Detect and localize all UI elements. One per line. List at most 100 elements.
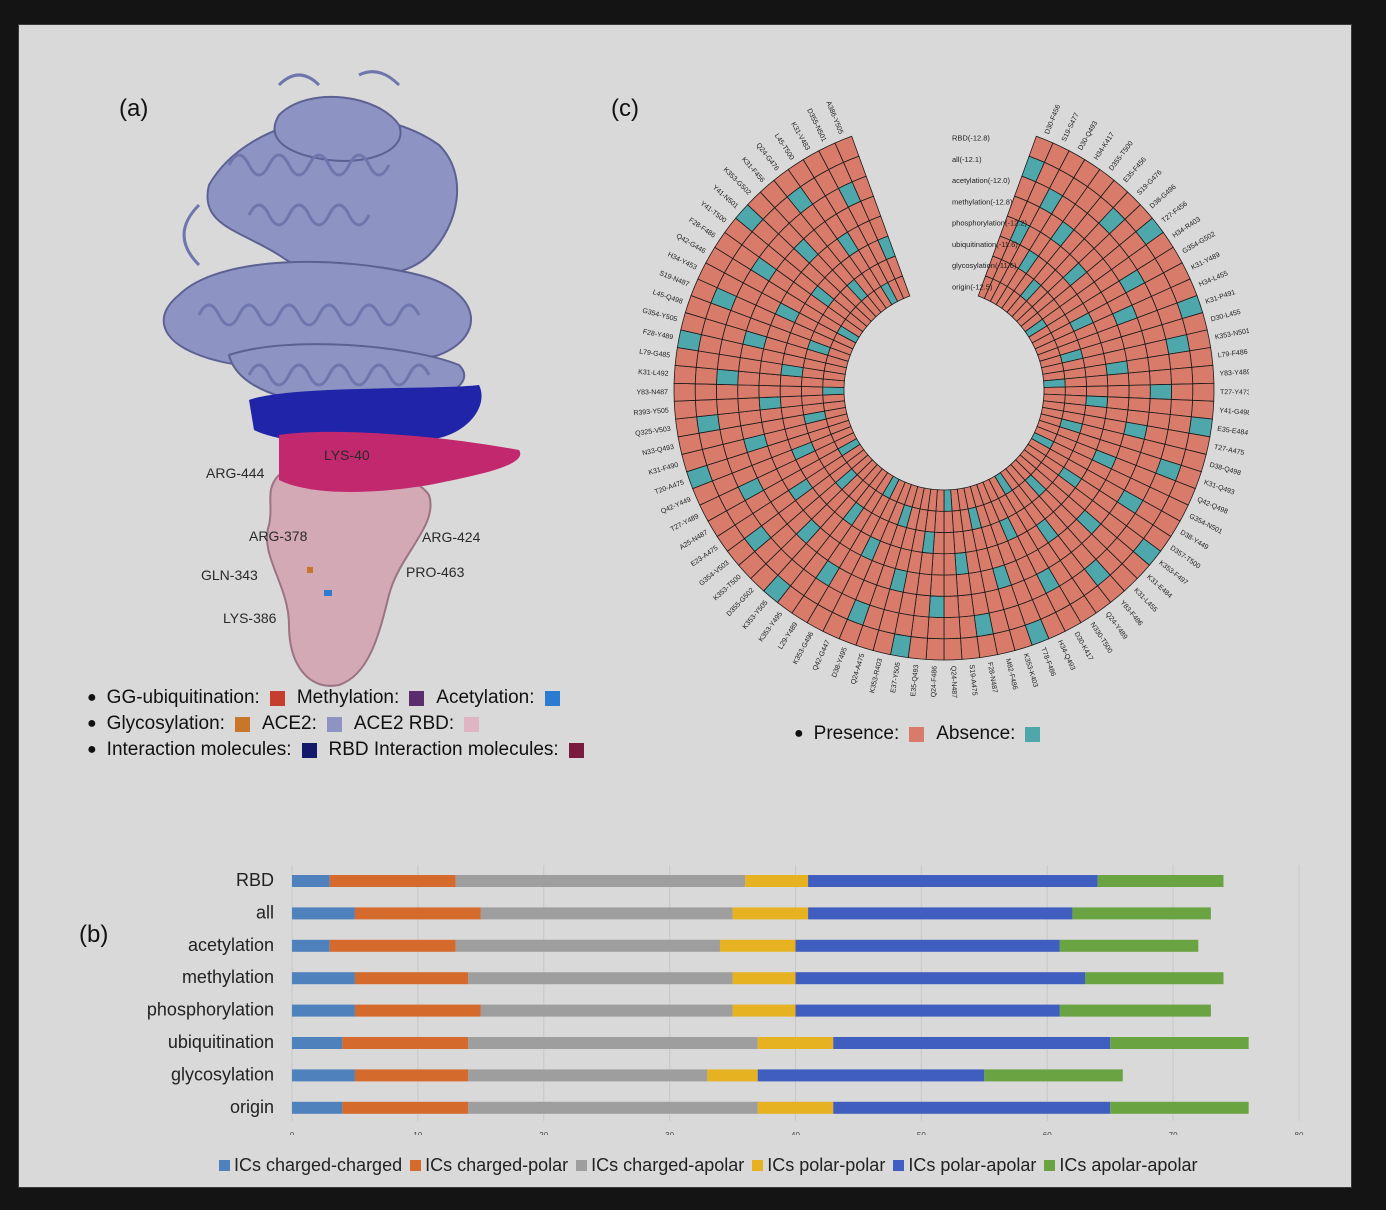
heatmap-cell	[1148, 398, 1172, 415]
bar-segment	[342, 1101, 469, 1114]
legend-a-label: Glycosylation:	[106, 713, 225, 734]
bar-segment	[354, 1004, 481, 1017]
legend-a-label: RBD Interaction molecules:	[328, 739, 559, 760]
ring-label: glycosylation(-11.6)	[952, 261, 1017, 270]
heatmap-cell	[931, 552, 945, 576]
bar-segment	[745, 875, 809, 887]
pair-label: E35-Q493	[910, 664, 920, 697]
heatmap-cell	[925, 637, 945, 661]
heatmap-cell	[1128, 384, 1151, 399]
acetylation-site	[324, 590, 332, 596]
pair-label: E35-F456	[1123, 156, 1149, 184]
heatmap-cell	[1192, 382, 1215, 402]
label-lys-40: LYS-40	[324, 447, 370, 463]
category-label: phosphorylation	[147, 1000, 274, 1020]
legend-a-swatch	[409, 690, 425, 706]
legend-absence-label: Absence:	[936, 723, 1016, 744]
figure-frame: (a) LYS-40 ARG-	[18, 24, 1352, 1188]
label-gln-343: GLN-343	[201, 567, 258, 583]
heatmap-cell	[716, 383, 739, 400]
pair-label: D30-L455	[1210, 309, 1242, 324]
bar-segment	[795, 939, 1060, 952]
pair-label: M82-F486	[1004, 658, 1018, 691]
bar-segment	[468, 1101, 758, 1114]
bar-segment	[354, 972, 469, 985]
x-tick-label: 10	[413, 1131, 422, 1135]
legend-a-label: Interaction molecules:	[106, 739, 292, 760]
heatmap-cell	[943, 637, 963, 661]
heatmap-cell	[1085, 374, 1109, 387]
pair-label: Y83-F486	[1118, 599, 1143, 627]
bar-legend-label: ICs polar-polar	[767, 1155, 886, 1175]
pair-label: T27-A475	[1213, 444, 1245, 457]
heatmap-cell	[716, 368, 740, 386]
pair-label: Q325-V503	[635, 426, 672, 438]
heatmap-cell	[1064, 386, 1087, 397]
bar-segment	[468, 1069, 708, 1082]
bar-segment	[292, 972, 355, 985]
pair-label: R393-Y505	[633, 407, 669, 417]
heatmap-cell	[1043, 378, 1066, 388]
bar-legend-swatch	[410, 1160, 422, 1171]
label-lys-386: LYS-386	[223, 610, 277, 626]
pair-label: K31-Q493	[1203, 479, 1236, 496]
heatmap-cell	[1170, 383, 1194, 401]
heatmap-cell	[1189, 347, 1214, 368]
pair-label: T78-F486	[1039, 647, 1056, 678]
bar-segment	[468, 972, 733, 985]
x-tick-label: 20	[539, 1131, 548, 1135]
bar-segment	[480, 907, 733, 920]
pair-label: F28-N487	[986, 662, 998, 694]
pair-label: E35-E484	[1217, 426, 1249, 437]
heatmap-cell	[716, 398, 740, 415]
bar-segment	[757, 1101, 834, 1114]
label-arg-378: ARG-378	[249, 528, 308, 544]
pair-label: N330-T500	[1089, 621, 1114, 654]
pair-label: Q24-F486	[931, 666, 939, 698]
pair-label: Q42-G446	[675, 233, 707, 255]
heatmap-cell	[943, 616, 961, 640]
pair-label: K353-G502	[722, 166, 752, 196]
bar-segment	[354, 907, 481, 920]
heatmap-cell	[737, 384, 760, 399]
heatmap-cell	[894, 275, 911, 300]
bar-segment	[757, 1037, 834, 1049]
heatmap-cell	[1085, 385, 1109, 398]
pair-label: L45-Q498	[652, 289, 684, 306]
pair-label: K353-R403	[869, 658, 884, 694]
pair-label: K353-K403	[1022, 653, 1039, 689]
pair-label: D357-T500	[1169, 545, 1202, 571]
pair-label: K353-N501	[1214, 328, 1249, 342]
x-tick-label: 60	[1043, 1131, 1052, 1135]
pair-label: D355-N501	[805, 108, 827, 143]
category-label: acetylation	[188, 935, 274, 955]
legend-a-swatch	[326, 716, 342, 732]
pair-label: Q42-G447	[812, 639, 832, 672]
bar-segment	[292, 1004, 355, 1017]
heatmap-cell	[801, 386, 824, 397]
heatmap-cell	[932, 531, 945, 555]
bar-segment	[757, 1069, 985, 1082]
heatmap-cell	[943, 574, 959, 597]
bar-segment	[292, 939, 330, 952]
legend-presence-label: Presence:	[813, 723, 900, 744]
category-label: glycosylation	[171, 1064, 274, 1084]
bar-segment	[1059, 1004, 1211, 1017]
heatmap-cell	[1106, 372, 1130, 387]
bar-segment	[292, 1069, 355, 1082]
heatmap-cell	[954, 551, 969, 576]
panel-label-b: (b)	[79, 921, 109, 948]
pair-label: H34-L455	[1198, 270, 1229, 288]
bar-segment	[808, 875, 1098, 887]
bar-segment	[292, 907, 355, 920]
pair-label: Y83-N487	[636, 389, 668, 396]
ring-label: all(-12.1)	[952, 155, 982, 164]
bar-legend-label: ICs apolar-apolar	[1059, 1155, 1198, 1175]
heatmap-cell	[943, 489, 953, 512]
pair-label: L45-T500	[773, 133, 795, 162]
legend-a-swatch	[269, 690, 285, 706]
heatmap-cell	[758, 396, 782, 411]
legend-a-swatch	[544, 690, 560, 706]
legend-a-swatch	[234, 716, 250, 732]
protein-structure: LYS-40 ARG-444 ARG-378 ARG-424 GLN-343 P…	[162, 70, 521, 687]
